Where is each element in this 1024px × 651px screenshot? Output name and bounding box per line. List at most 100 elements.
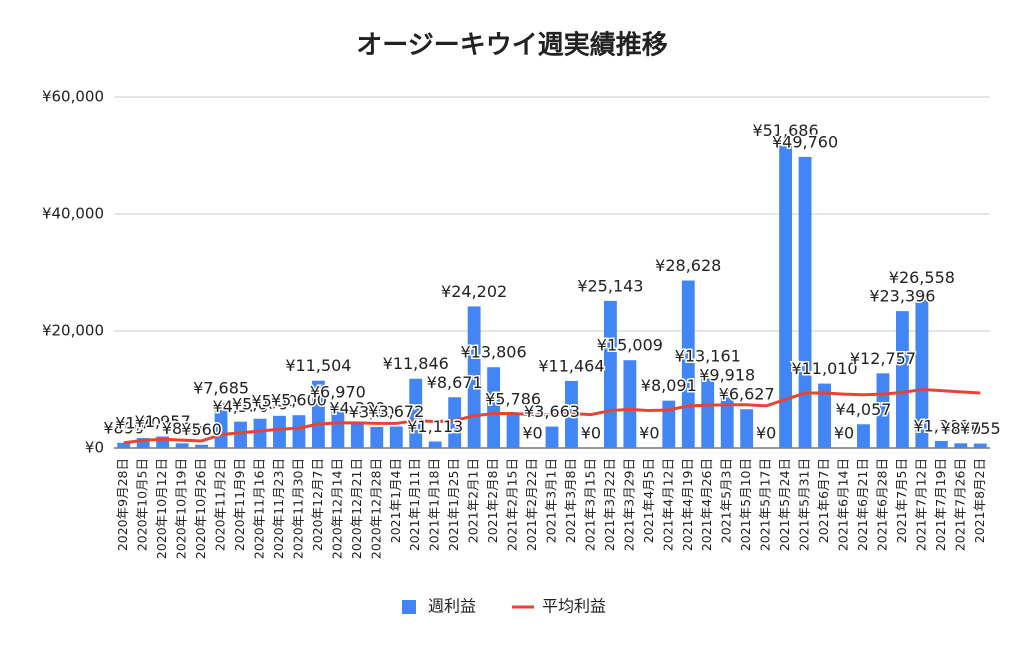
data-label: ¥3,663 bbox=[524, 402, 580, 421]
x-tick-label: 2021年6月14日 bbox=[836, 458, 851, 551]
bar bbox=[895, 311, 909, 448]
data-label: ¥5,000 bbox=[232, 394, 288, 413]
x-tick-label: 2021年2月15日 bbox=[505, 458, 520, 551]
x-tick-label: 2020年12月7日 bbox=[310, 458, 325, 551]
data-label: ¥11,464 bbox=[538, 356, 604, 375]
chart-title: オージーキウイ週実績推移 bbox=[356, 30, 667, 61]
data-label: ¥8,091 bbox=[641, 376, 697, 395]
x-tick-label: 2021年5月24日 bbox=[777, 458, 792, 551]
data-label: ¥51,686 bbox=[753, 121, 819, 140]
bar bbox=[370, 426, 384, 448]
bar bbox=[428, 441, 442, 448]
data-label: ¥1,200 bbox=[913, 416, 969, 435]
bar bbox=[603, 300, 617, 448]
x-tick-label: 2021年1月4日 bbox=[388, 458, 403, 543]
x-tick-label: 2021年1月18日 bbox=[427, 458, 442, 551]
x-tick-label: 2021年2月8日 bbox=[485, 458, 500, 543]
bar bbox=[292, 415, 306, 448]
data-label: ¥26,558 bbox=[889, 268, 955, 287]
x-tick-label: 2021年4月26日 bbox=[699, 458, 714, 551]
x-tick-label: 2021年4月12日 bbox=[660, 458, 675, 551]
x-tick-label: 2020年12月28日 bbox=[368, 458, 383, 559]
data-label: ¥13,161 bbox=[675, 347, 741, 366]
bar bbox=[331, 407, 345, 448]
x-tick-label: 2020年12月21日 bbox=[349, 458, 364, 559]
data-label: ¥890 bbox=[103, 418, 144, 437]
x-tick-label: 2021年8月2日 bbox=[972, 458, 987, 543]
x-tick-label: 2020年11月9日 bbox=[232, 458, 247, 551]
data-label: ¥800 bbox=[940, 419, 981, 438]
bar bbox=[234, 421, 247, 448]
x-tick-label: 2020年11月23日 bbox=[271, 458, 286, 559]
x-tick-label: 2021年5月10日 bbox=[738, 458, 753, 551]
x-tick-label: 2021年3月29日 bbox=[621, 458, 636, 551]
data-label: ¥4,057 bbox=[835, 400, 891, 419]
x-tick-label: 2021年5月17日 bbox=[758, 458, 773, 551]
data-label: ¥24,202 bbox=[441, 282, 507, 301]
data-label: ¥0 bbox=[522, 424, 542, 443]
x-tick-label: 2021年7月12日 bbox=[913, 458, 928, 551]
data-label: ¥49,760 bbox=[772, 132, 838, 151]
bar bbox=[117, 442, 131, 448]
data-label: ¥3,600 bbox=[349, 402, 405, 421]
x-tick-label: 2021年5月31日 bbox=[797, 458, 812, 551]
x-tick-label: 2021年1月11日 bbox=[407, 458, 422, 551]
x-tick-label: 2020年11月16日 bbox=[252, 458, 267, 559]
x-tick-label: 2021年6月21日 bbox=[855, 458, 870, 551]
x-tick-label: 2021年7月5日 bbox=[894, 458, 909, 543]
data-label: ¥4,500 bbox=[213, 397, 269, 416]
bar bbox=[389, 426, 403, 448]
bar bbox=[156, 436, 170, 448]
bar bbox=[973, 443, 987, 448]
data-label: ¥0 bbox=[756, 424, 776, 443]
data-label: ¥5,786 bbox=[485, 390, 541, 409]
data-label: ¥8,671 bbox=[427, 373, 483, 392]
data-label: ¥23,396 bbox=[869, 287, 935, 306]
x-tick-label: 2021年6月7日 bbox=[816, 458, 831, 543]
x-tick-label: 2020年10月5日 bbox=[135, 458, 150, 551]
x-tick-label: 2021年6月28日 bbox=[874, 458, 889, 551]
legend-label: 平均利益 bbox=[542, 597, 606, 616]
data-label: ¥5,500 bbox=[251, 391, 307, 410]
data-label: ¥6,970 bbox=[310, 383, 366, 402]
x-tick-label: 2021年4月19日 bbox=[680, 458, 695, 551]
data-label: ¥755 bbox=[960, 419, 1001, 438]
x-tick-label: 2020年11月30日 bbox=[290, 458, 305, 559]
bar bbox=[136, 438, 150, 448]
legend-swatch bbox=[402, 600, 416, 614]
legend-label: 週利益 bbox=[428, 597, 476, 616]
y-tick-label: ¥20,000 bbox=[42, 322, 104, 340]
data-label: ¥11,010 bbox=[791, 359, 857, 378]
data-label: ¥11,504 bbox=[285, 356, 351, 375]
data-label: ¥6,627 bbox=[719, 385, 775, 404]
x-tick-label: 2021年4月5日 bbox=[641, 458, 656, 543]
bar bbox=[195, 444, 209, 448]
y-tick-label: ¥60,000 bbox=[42, 88, 104, 106]
x-tick-label: 2020年10月26日 bbox=[193, 458, 208, 559]
data-label: ¥4,300 bbox=[329, 398, 385, 417]
y-tick-label: ¥40,000 bbox=[42, 205, 104, 223]
data-label: ¥5,600 bbox=[271, 391, 327, 410]
x-tick-label: 2021年3月15日 bbox=[582, 458, 597, 551]
data-label: ¥15,009 bbox=[597, 336, 663, 355]
data-label: ¥25,143 bbox=[577, 276, 643, 295]
bar bbox=[740, 409, 754, 448]
bar bbox=[818, 383, 831, 448]
bar bbox=[409, 378, 423, 448]
data-label: ¥12,757 bbox=[850, 349, 916, 368]
bar bbox=[662, 400, 676, 448]
data-label: ¥560 bbox=[181, 420, 222, 439]
bar bbox=[273, 415, 286, 448]
bar bbox=[857, 424, 870, 448]
bar bbox=[487, 367, 501, 448]
x-tick-label: 2021年3月8日 bbox=[563, 458, 578, 543]
x-tick-label: 2021年3月1日 bbox=[544, 458, 559, 543]
x-tick-label: 2021年2月1日 bbox=[466, 458, 481, 543]
data-label: ¥9,918 bbox=[699, 365, 755, 384]
bar bbox=[876, 373, 890, 448]
bar bbox=[253, 418, 267, 448]
x-tick-label: 2020年10月19日 bbox=[174, 458, 189, 559]
bar bbox=[798, 156, 812, 449]
bar bbox=[701, 371, 715, 448]
